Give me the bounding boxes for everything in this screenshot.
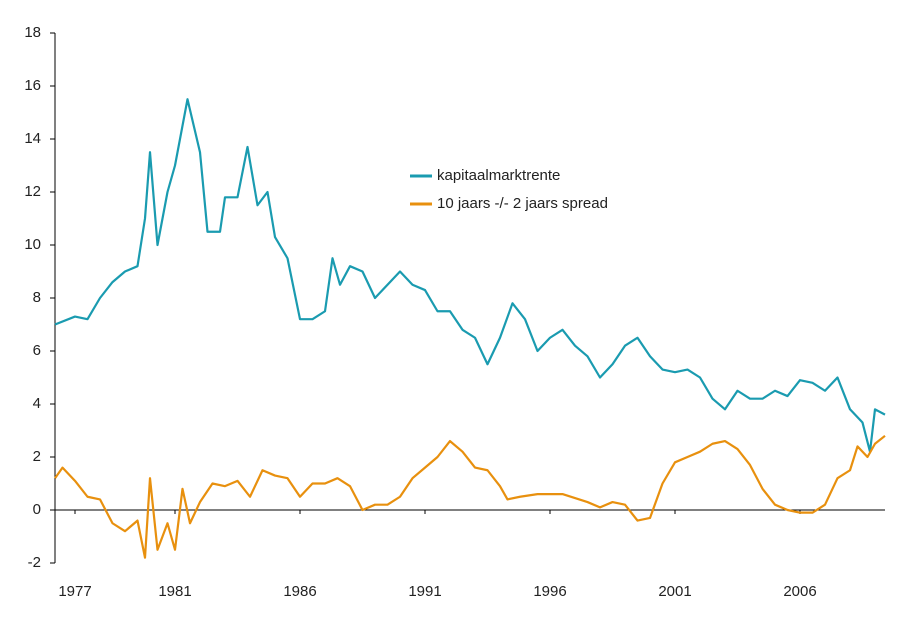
- y-tick-label: 18: [24, 24, 41, 41]
- legend-label: 10 jaars -/- 2 jaars spread: [437, 195, 608, 212]
- y-tick-label: -2: [28, 554, 41, 571]
- x-tick-label: 1991: [408, 583, 441, 600]
- line: [54, 98, 886, 453]
- y-tick-label: 12: [24, 183, 41, 200]
- y-tick-label: 2: [33, 448, 41, 465]
- y-tick-label: 14: [24, 130, 41, 147]
- y-tick-label: 4: [33, 395, 41, 412]
- legend-label: kapitaalmarktrente: [437, 167, 560, 184]
- line: [54, 434, 886, 559]
- x-tick-label: 1986: [283, 583, 316, 600]
- x-tick-label: 1981: [158, 583, 191, 600]
- x-tick-label: 1996: [533, 583, 566, 600]
- y-tick-label: 10: [24, 236, 41, 253]
- y-tick-label: 6: [33, 342, 41, 359]
- y-tick-label: 8: [33, 289, 41, 306]
- y-tick-label: 0: [33, 501, 41, 518]
- y-tick-label: 16: [24, 77, 41, 94]
- x-tick-label: 1977: [58, 583, 91, 600]
- x-tick-label: 2001: [658, 583, 691, 600]
- x-tick-label: 2006: [783, 583, 816, 600]
